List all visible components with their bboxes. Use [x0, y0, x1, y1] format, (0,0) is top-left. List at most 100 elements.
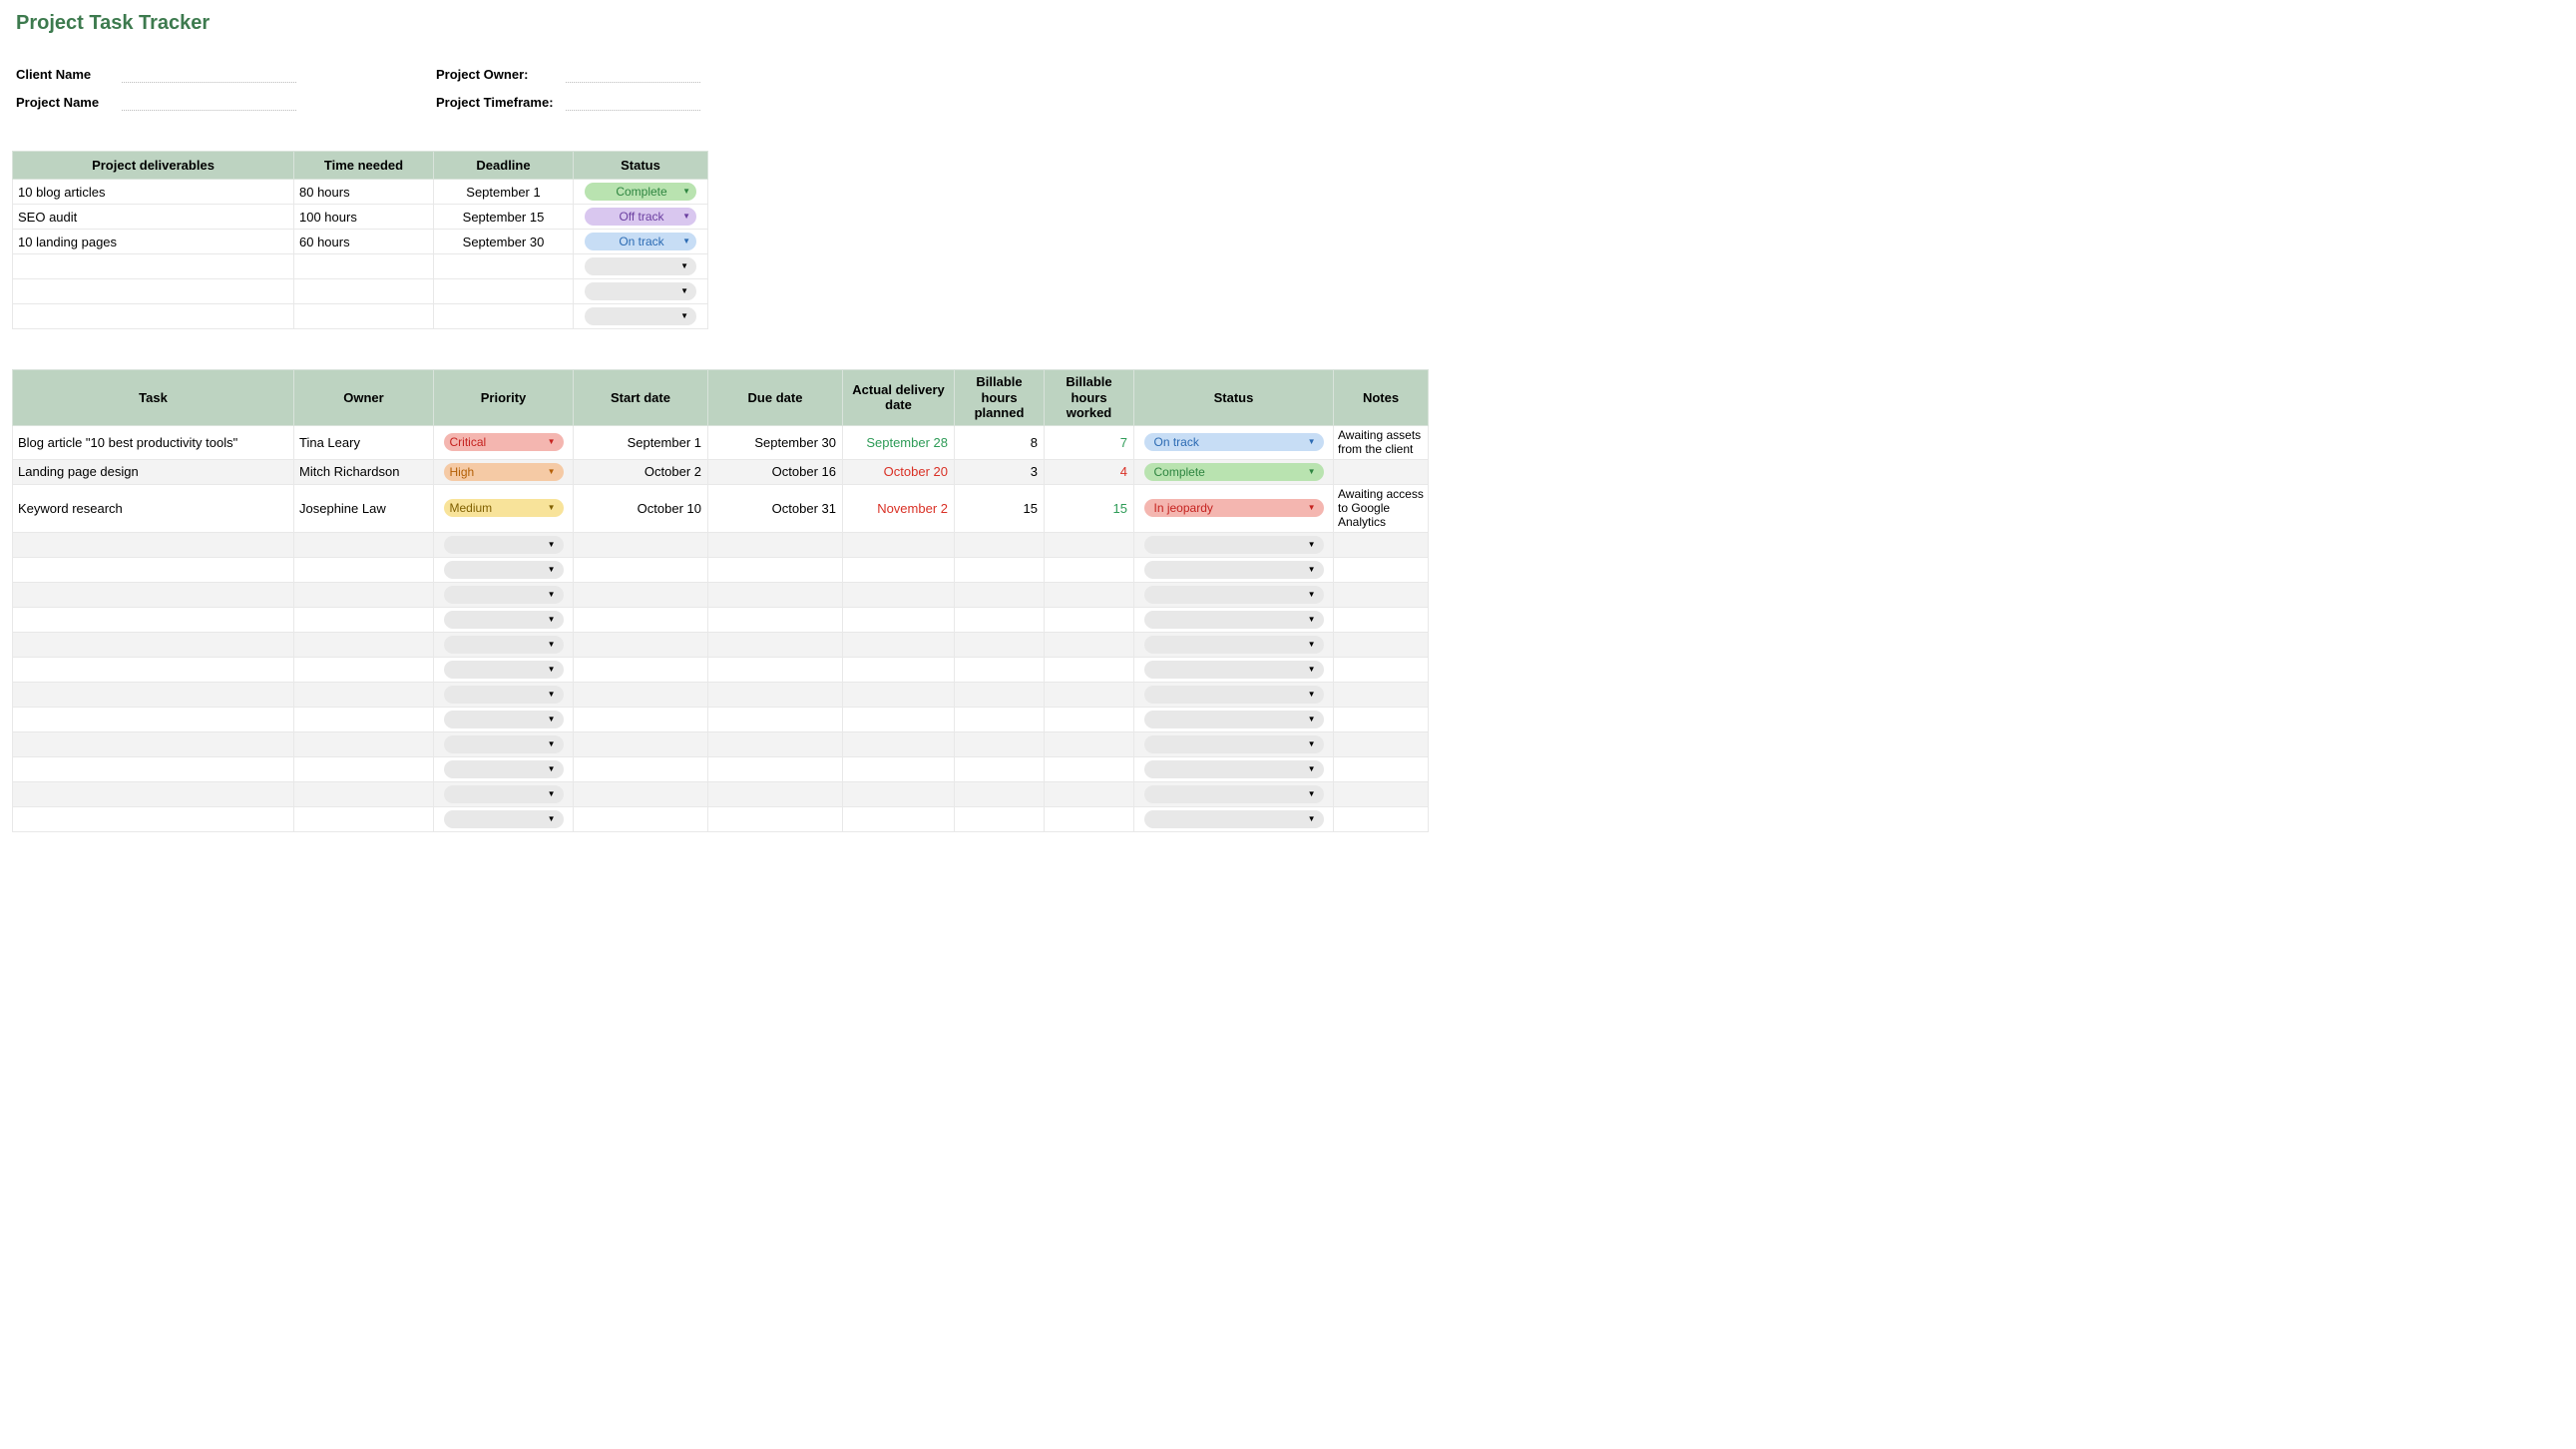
deadline-cell[interactable]: September 15 [434, 205, 574, 230]
client-name-input[interactable] [122, 65, 296, 83]
chevron-down-icon: ▼ [1308, 566, 1316, 574]
owner-cell[interactable]: Mitch Richardson [294, 459, 434, 484]
priority-dropdown-empty[interactable]: ▼ [444, 735, 564, 753]
task-status-dropdown-empty[interactable]: ▼ [1144, 611, 1324, 629]
task-status-dropdown[interactable]: On track▼ [1144, 433, 1324, 451]
task-status-dropdown-empty[interactable]: ▼ [1144, 586, 1324, 604]
deliverable-cell[interactable]: 10 landing pages [13, 230, 294, 254]
priority-dropdown-empty[interactable]: ▼ [444, 611, 564, 629]
project-owner-input[interactable] [566, 65, 700, 83]
client-name-label: Client Name [12, 67, 122, 82]
task-status-dropdown-empty[interactable]: ▼ [1144, 536, 1324, 554]
task-status-dropdown[interactable]: In jeopardy▼ [1144, 499, 1324, 517]
task-status-dropdown[interactable]: Complete▼ [1144, 463, 1324, 481]
priority-dropdown-empty[interactable]: ▼ [444, 661, 564, 679]
deadline-cell[interactable]: September 30 [434, 230, 574, 254]
task-cell[interactable]: Keyword research [13, 484, 294, 532]
priority-dropdown-empty[interactable]: ▼ [444, 810, 564, 828]
owner-cell[interactable]: Tina Leary [294, 425, 434, 459]
task-status-dropdown-empty[interactable]: ▼ [1144, 735, 1324, 753]
deliverables-row: 10 blog articles80 hoursSeptember 1 Compl… [13, 180, 708, 205]
priority-dropdown-empty[interactable]: ▼ [444, 686, 564, 704]
status-cell: On track▼ [574, 230, 708, 254]
notes-cell[interactable]: Awaiting assets from the client [1334, 425, 1429, 459]
task-status-dropdown-empty[interactable]: ▼ [1144, 636, 1324, 654]
deliverable-cell[interactable]: 10 blog articles [13, 180, 294, 205]
status-dropdown-empty[interactable]: ▼ [585, 257, 696, 275]
billable-planned-cell[interactable]: 3 [955, 459, 1045, 484]
time-needed-cell[interactable]: 80 hours [294, 180, 434, 205]
start-date-cell[interactable]: October 2 [574, 459, 708, 484]
status-dropdown[interactable]: On track▼ [585, 233, 696, 250]
status-dropdown[interactable]: Off track▼ [585, 208, 696, 226]
due-date-cell[interactable]: October 31 [708, 484, 843, 532]
tasks-column-header: Owner [294, 370, 434, 426]
project-name-input[interactable] [122, 93, 296, 111]
chevron-down-icon: ▼ [1308, 765, 1316, 773]
priority-dropdown-empty[interactable]: ▼ [444, 785, 564, 803]
status-dropdown-empty[interactable]: ▼ [585, 307, 696, 325]
tasks-table: TaskOwnerPriorityStart dateDue dateActua… [12, 369, 1429, 832]
notes-cell[interactable]: Awaiting access to Google Analytics [1334, 484, 1429, 532]
time-needed-cell[interactable]: 100 hours [294, 205, 434, 230]
chevron-down-icon: ▼ [1308, 504, 1316, 512]
project-owner-label: Project Owner: [436, 67, 566, 82]
priority-dropdown-empty[interactable]: ▼ [444, 760, 564, 778]
chevron-down-icon: ▼ [548, 641, 556, 649]
status-cell: Complete▼ [574, 180, 708, 205]
tasks-column-header: Priority [434, 370, 574, 426]
priority-dropdown-empty[interactable]: ▼ [444, 536, 564, 554]
project-name-label: Project Name [12, 95, 122, 110]
task-status-dropdown-empty[interactable]: ▼ [1144, 785, 1324, 803]
task-row-empty: ▼▼ [13, 657, 1429, 682]
status-dropdown-empty[interactable]: ▼ [585, 282, 696, 300]
chevron-down-icon: ▼ [548, 765, 556, 773]
task-status-cell: Complete▼ [1134, 459, 1334, 484]
chevron-down-icon: ▼ [680, 312, 688, 320]
chevron-down-icon: ▼ [548, 740, 556, 748]
task-row-empty: ▼▼ [13, 557, 1429, 582]
task-cell[interactable]: Blog article "10 best productivity tools… [13, 425, 294, 459]
status-dropdown[interactable]: Complete▼ [585, 183, 696, 201]
task-status-dropdown-empty[interactable]: ▼ [1144, 760, 1324, 778]
task-row-empty: ▼▼ [13, 532, 1429, 557]
priority-dropdown[interactable]: High▼ [444, 463, 564, 481]
task-cell[interactable]: Landing page design [13, 459, 294, 484]
billable-planned-cell[interactable]: 8 [955, 425, 1045, 459]
time-needed-cell[interactable]: 60 hours [294, 230, 434, 254]
priority-dropdown-empty[interactable]: ▼ [444, 586, 564, 604]
priority-dropdown-empty[interactable]: ▼ [444, 561, 564, 579]
chevron-down-icon: ▼ [1308, 468, 1316, 476]
start-date-cell[interactable]: October 10 [574, 484, 708, 532]
actual-delivery-cell[interactable]: November 2 [843, 484, 955, 532]
deliverables-row-empty: ▼ [13, 279, 708, 304]
deliverable-cell[interactable]: SEO audit [13, 205, 294, 230]
owner-cell[interactable]: Josephine Law [294, 484, 434, 532]
deadline-cell[interactable]: September 1 [434, 180, 574, 205]
task-status-dropdown-empty[interactable]: ▼ [1144, 810, 1324, 828]
chevron-down-icon: ▼ [682, 238, 690, 245]
task-status-dropdown-empty[interactable]: ▼ [1144, 561, 1324, 579]
billable-planned-cell[interactable]: 15 [955, 484, 1045, 532]
due-date-cell[interactable]: October 16 [708, 459, 843, 484]
tasks-column-header: Notes [1334, 370, 1429, 426]
task-status-dropdown-empty[interactable]: ▼ [1144, 661, 1324, 679]
task-row: Keyword researchJosephine Law Medium▼ Octo… [13, 484, 1429, 532]
start-date-cell[interactable]: September 1 [574, 425, 708, 459]
actual-delivery-cell[interactable]: September 28 [843, 425, 955, 459]
due-date-cell[interactable]: September 30 [708, 425, 843, 459]
billable-worked-cell[interactable]: 7 [1045, 425, 1134, 459]
priority-dropdown-empty[interactable]: ▼ [444, 711, 564, 728]
task-status-dropdown-empty[interactable]: ▼ [1144, 711, 1324, 728]
priority-dropdown[interactable]: Critical▼ [444, 433, 564, 451]
priority-dropdown[interactable]: Medium▼ [444, 499, 564, 517]
actual-delivery-cell[interactable]: October 20 [843, 459, 955, 484]
tasks-column-header: Billable hours planned [955, 370, 1045, 426]
billable-worked-cell[interactable]: 15 [1045, 484, 1134, 532]
notes-cell[interactable] [1334, 459, 1429, 484]
chevron-down-icon: ▼ [1308, 438, 1316, 446]
priority-dropdown-empty[interactable]: ▼ [444, 636, 564, 654]
billable-worked-cell[interactable]: 4 [1045, 459, 1134, 484]
task-status-dropdown-empty[interactable]: ▼ [1144, 686, 1324, 704]
project-timeframe-input[interactable] [566, 93, 700, 111]
